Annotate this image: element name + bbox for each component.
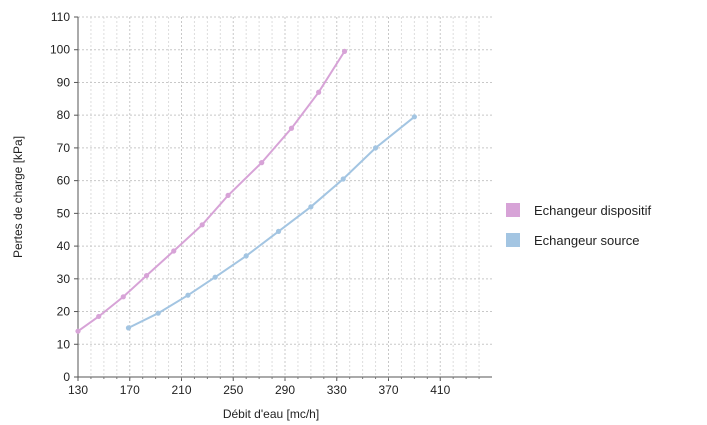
series-point-1 xyxy=(212,274,218,280)
x-tick-label: 290 xyxy=(275,383,295,397)
y-tick-label: 50 xyxy=(57,206,71,220)
series-point-0 xyxy=(225,192,231,198)
series-point-0 xyxy=(75,328,81,334)
series-point-0 xyxy=(341,48,348,54)
x-axis-label: Débit d'eau [mc/h] xyxy=(223,407,319,421)
y-tick-label: 10 xyxy=(57,337,71,351)
y-tick-label: 20 xyxy=(57,305,71,319)
series-point-1 xyxy=(372,145,379,151)
y-tick-label: 40 xyxy=(57,239,71,253)
series-point-0 xyxy=(199,222,205,228)
y-axis-label: Pertes de charge [kPa] xyxy=(11,136,25,258)
legend: Echangeur dispositif Echangeur source xyxy=(506,195,651,255)
legend-item-source: Echangeur source xyxy=(506,225,651,255)
series-layer xyxy=(75,48,417,334)
y-tick-label: 80 xyxy=(57,108,71,122)
y-tick-label: 60 xyxy=(57,174,71,188)
series-point-1 xyxy=(411,114,417,120)
series-point-1 xyxy=(185,292,191,298)
series-point-1 xyxy=(308,204,314,210)
series-point-0 xyxy=(259,160,265,166)
series-line-1 xyxy=(128,116,416,329)
series-point-0 xyxy=(316,89,322,95)
y-tick-label: 110 xyxy=(51,10,70,24)
x-tick-label: 250 xyxy=(223,383,243,397)
series-point-0 xyxy=(143,272,150,279)
series-point-0 xyxy=(171,248,177,254)
y-tick-label: 0 xyxy=(63,370,70,384)
y-tick-label: 70 xyxy=(57,141,71,155)
series-point-1 xyxy=(125,325,132,331)
legend-item-dispositif: Echangeur dispositif xyxy=(506,195,651,225)
tick-labels: 0 10 20 30 40 50 60 70 80 90 100 110 130 170 210 250 290… xyxy=(50,10,451,397)
x-tick-label: 330 xyxy=(327,383,347,397)
series-point-1 xyxy=(275,228,282,234)
legend-swatch xyxy=(506,233,520,247)
series-point-0 xyxy=(120,294,126,300)
series-point-1 xyxy=(243,253,249,259)
x-tick-label: 170 xyxy=(120,383,140,397)
axes xyxy=(74,16,492,381)
y-tick-label: 100 xyxy=(50,43,70,57)
series-point-0 xyxy=(288,125,295,131)
x-tick-label: 370 xyxy=(378,383,398,397)
grid xyxy=(78,16,492,377)
x-tick-label: 210 xyxy=(171,383,191,397)
y-tick-label: 90 xyxy=(57,75,71,89)
series-line-0 xyxy=(77,50,346,333)
series-point-1 xyxy=(155,310,161,316)
x-tick-label: 130 xyxy=(68,383,88,397)
legend-swatch xyxy=(506,203,520,217)
x-tick-label: 410 xyxy=(430,383,450,397)
series-point-0 xyxy=(96,313,102,320)
series-point-1 xyxy=(340,176,346,182)
legend-label: Echangeur dispositif xyxy=(534,202,652,218)
y-tick-label: 30 xyxy=(57,272,71,286)
legend-label: Echangeur source xyxy=(534,232,640,248)
